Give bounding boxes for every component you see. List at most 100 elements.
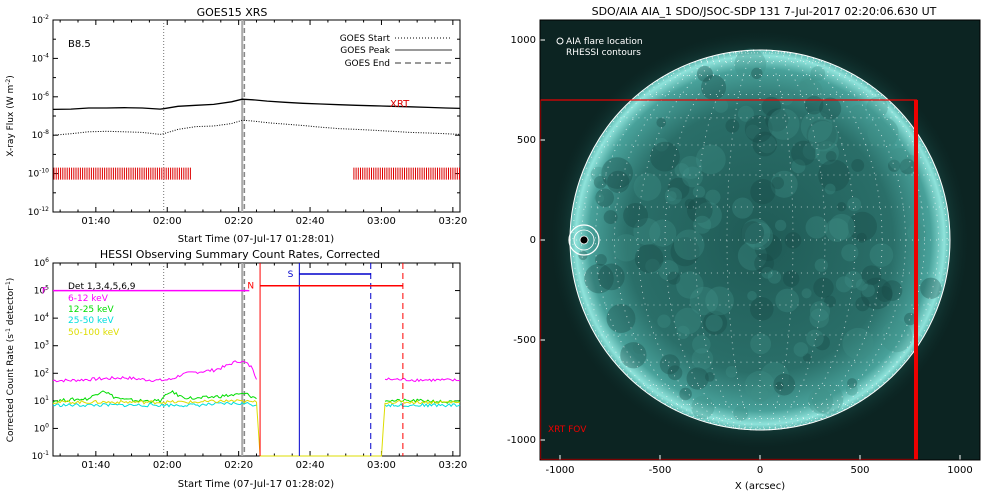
y-tick-label: 103 [34, 340, 49, 352]
y-tick-label: 10-4 [32, 52, 50, 64]
rhessi-contour [573, 229, 595, 251]
surface-feature [775, 288, 800, 313]
surface-feature [737, 105, 754, 122]
surface-feature [754, 233, 783, 262]
surface-feature [752, 131, 778, 157]
surface-feature [686, 367, 709, 390]
surface-feature [869, 243, 894, 267]
surface-feature [676, 325, 690, 339]
surface-feature [824, 183, 836, 195]
surface-feature [775, 381, 784, 390]
surface-feature [861, 283, 875, 298]
aia-x-tick-label: 0 [757, 465, 763, 476]
surface-feature [760, 362, 790, 391]
surface-feature [773, 373, 796, 396]
longitude-gridline [759, 49, 906, 431]
surface-feature [584, 263, 614, 294]
surface-feature [694, 202, 722, 229]
surface-feature [847, 211, 877, 241]
surface-feature [696, 65, 713, 82]
surface-feature [601, 157, 633, 189]
surface-feature [860, 277, 893, 310]
y-tick-label: 10-2 [32, 14, 50, 26]
y-tick-label: 101 [34, 395, 49, 407]
xrt-coverage-0 [53, 167, 191, 180]
surface-feature [761, 266, 774, 279]
surface-feature [842, 327, 874, 360]
surface-feature [691, 395, 715, 419]
hessi-flag-letter: F [42, 287, 47, 297]
surface-feature [825, 218, 849, 243]
surface-feature [867, 117, 899, 149]
surface-feature [782, 270, 800, 288]
x-tick-label: 02:40 [296, 460, 325, 471]
hessi-flag-letter: N [247, 282, 254, 292]
surface-feature [920, 277, 942, 299]
solar-limb [569, 49, 951, 431]
y-tick-label: 10-8 [32, 129, 50, 141]
hessi-legend-det: Det 1,3,4,5,6,9 [68, 282, 136, 292]
surface-feature [590, 166, 606, 182]
surface-feature [676, 271, 704, 299]
x-tick-label: 02:20 [224, 460, 253, 471]
goes-class-label: B8.5 [68, 39, 91, 50]
surface-feature [856, 232, 867, 243]
surface-feature [666, 191, 677, 202]
surface-feature [667, 177, 690, 200]
surface-feature [771, 176, 784, 190]
surface-feature [861, 265, 882, 286]
surface-feature [828, 213, 855, 241]
surface-feature [749, 297, 774, 321]
goes-legend-peak-label: GOES Peak [340, 46, 390, 56]
surface-feature [679, 387, 692, 401]
hessi-series-line [52, 399, 461, 457]
surface-feature [632, 341, 646, 354]
goes-legend-end-label: GOES End [345, 59, 390, 69]
surface-feature [704, 372, 715, 382]
surface-feature [797, 80, 808, 91]
aia-legend-rhessi-contours: RHESSI contours [566, 48, 641, 58]
longitude-gridline [759, 49, 948, 431]
surface-feature [881, 280, 903, 301]
surface-feature [855, 278, 868, 291]
surface-feature [797, 78, 823, 104]
surface-feature [855, 296, 870, 312]
surface-feature [667, 365, 683, 381]
aia-y-tick-label: 1000 [511, 35, 536, 46]
y-tick-label: 104 [34, 312, 49, 324]
surface-feature [791, 159, 806, 174]
surface-feature [815, 140, 839, 165]
aia-y-tick-label: -500 [513, 335, 536, 346]
surface-feature [650, 141, 680, 172]
surface-feature [850, 104, 867, 122]
surface-feature [880, 320, 913, 353]
surface-feature [802, 142, 821, 160]
aia-x-axis-title: X (arcsec) [735, 481, 785, 492]
surface-feature [841, 244, 859, 262]
surface-feature [689, 286, 719, 316]
aia-legend-flare-location: AIA flare location [566, 37, 643, 47]
longitude-gridline [572, 49, 761, 431]
surface-feature [802, 353, 812, 362]
surface-feature [594, 193, 605, 204]
surface-feature [876, 286, 893, 302]
surface-feature [595, 188, 615, 208]
surface-feature [801, 288, 812, 299]
longitude-gridline [581, 49, 761, 431]
surface-feature [693, 215, 712, 234]
surface-feature [634, 244, 664, 273]
surface-feature [674, 307, 702, 335]
surface-feature [703, 310, 728, 335]
goes-x-axis-title: Start Time (07-Jul-17 01:28:01) [178, 234, 335, 245]
surface-feature [679, 155, 703, 180]
aia-x-tick-label: 1000 [947, 465, 972, 476]
goes-legend: GOES Start GOES Peak GOES End [340, 34, 452, 69]
surface-feature [695, 144, 726, 175]
surface-feature [799, 76, 816, 92]
surface-feature [725, 365, 738, 378]
aia-x-tick-label: 500 [850, 465, 869, 476]
hessi-flag-letter: S [288, 270, 294, 280]
y-tick-label: 10-12 [28, 206, 49, 218]
surface-feature [674, 163, 690, 178]
goes-plot-frame [52, 19, 461, 213]
